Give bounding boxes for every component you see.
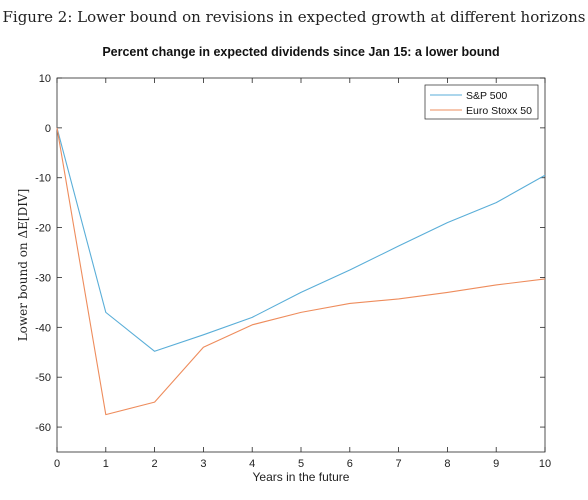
x-tick-label: 1: [103, 458, 109, 470]
y-tick-label: -40: [35, 322, 51, 334]
y-tick-label: -20: [35, 223, 51, 235]
legend-label-sp500: S&P 500: [466, 90, 507, 102]
series-lines: [56, 127, 546, 416]
x-tick-label: 3: [200, 458, 206, 470]
x-tick-label: 10: [539, 458, 551, 470]
x-tick-label: 8: [444, 458, 450, 470]
figure-caption: Figure 2: Lower bound on revisions in ex…: [2, 8, 586, 26]
x-tick-label: 0: [54, 458, 60, 470]
plot-area: [56, 77, 546, 453]
chart-title: Percent change in expected dividends sin…: [102, 45, 499, 59]
x-tick-label: 6: [347, 458, 353, 470]
legend-label-eurostoxx50: Euro Stoxx 50: [466, 105, 532, 117]
x-tick-label: 9: [493, 458, 499, 470]
x-tick-label: 2: [152, 458, 158, 470]
y-tick-label: 0: [45, 123, 51, 135]
y-tick-label: -10: [35, 173, 51, 185]
legend: S&P 500 Euro Stoxx 50: [424, 84, 539, 120]
x-tick-label: 7: [396, 458, 402, 470]
x-axis-label: Years in the future: [253, 470, 350, 484]
y-tick-label: -50: [35, 372, 51, 384]
legend-box: [424, 84, 539, 120]
y-tick-label: 10: [39, 73, 51, 85]
y-tick-label: -60: [35, 422, 51, 434]
x-tick-label: 5: [298, 458, 304, 470]
x-tick-label: 4: [249, 458, 255, 470]
y-axis-label: Lower bound on ΔE[DIV]: [16, 189, 30, 342]
axes: 0 1 2 3 4 5 6 7 8 9 10 10 0 -10 -20 -30 -40 -50 -60: [35, 73, 551, 470]
y-tick-label: -30: [35, 272, 51, 284]
